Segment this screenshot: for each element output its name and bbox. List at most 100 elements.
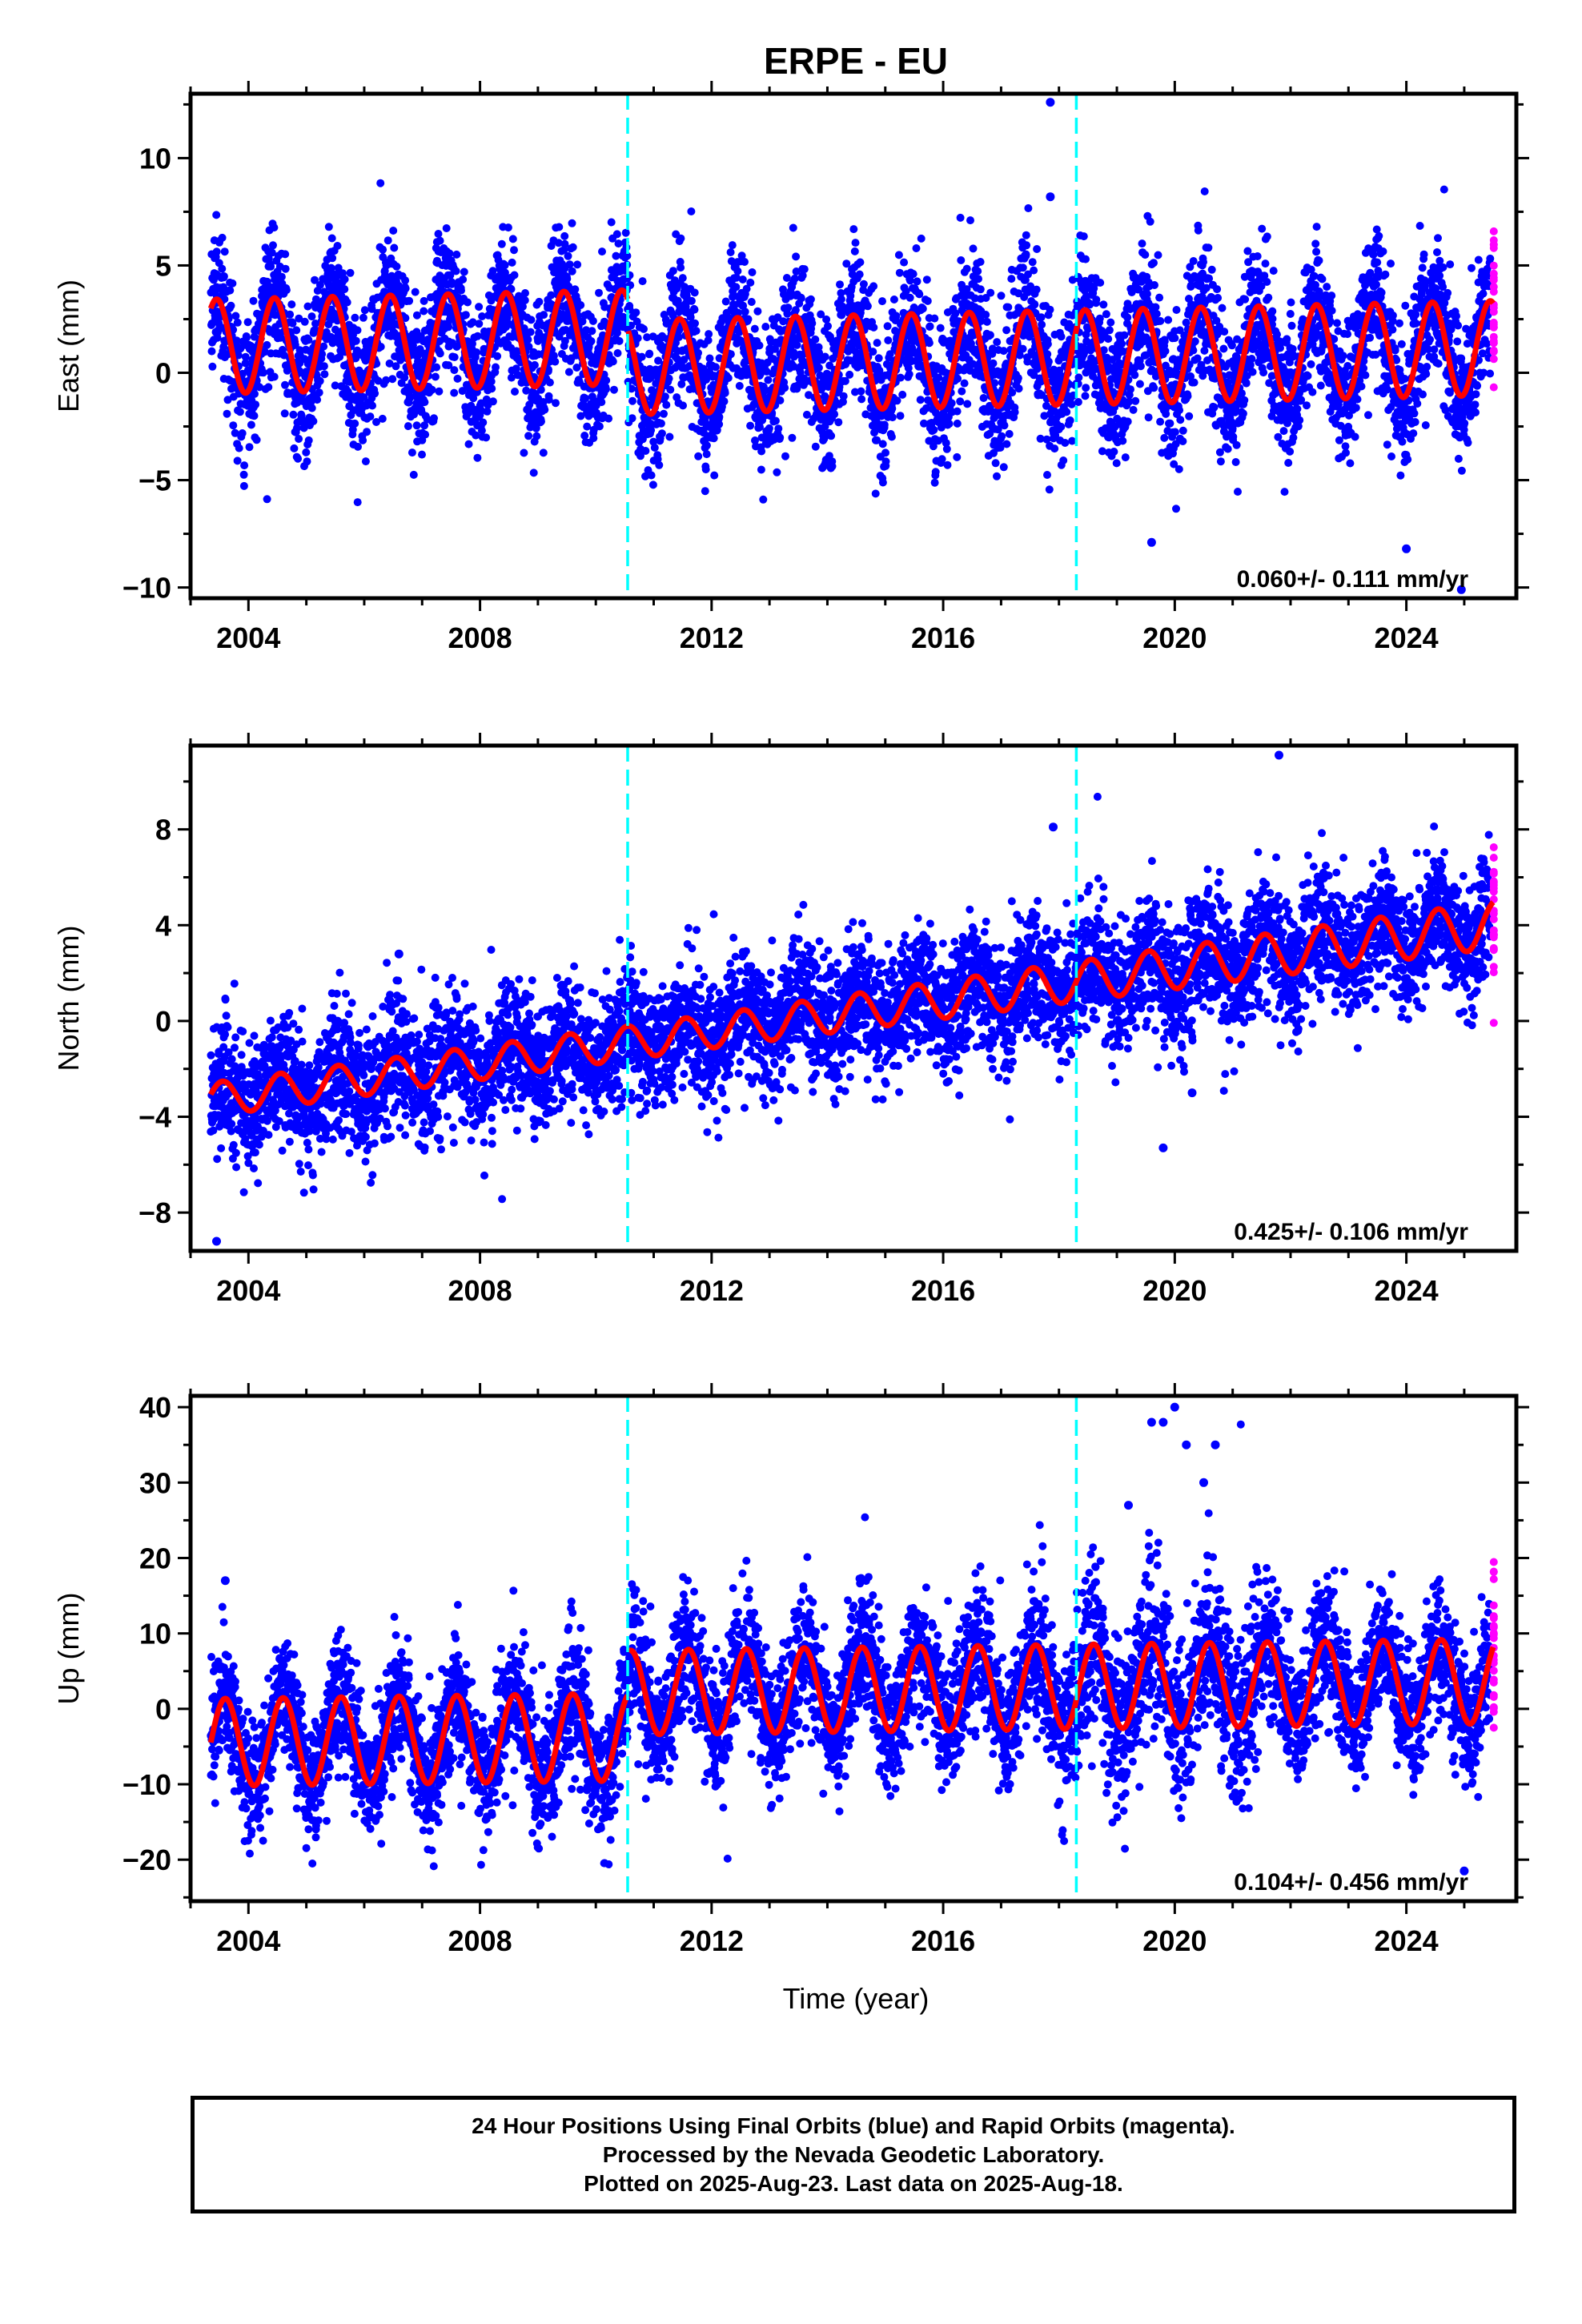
data-point: [726, 248, 735, 256]
data-point: [1263, 232, 1271, 241]
data-point: [359, 436, 367, 444]
data-point: [991, 459, 1000, 468]
data-point: [1022, 250, 1030, 259]
data-point: [1121, 453, 1130, 462]
data-point: [1126, 385, 1134, 394]
data-point: [916, 396, 925, 404]
data-point: [694, 348, 702, 357]
data-point: [857, 387, 865, 396]
data-point: [228, 279, 237, 287]
data-point: [930, 425, 938, 434]
data-point: [1138, 239, 1146, 248]
data-point: [607, 218, 616, 227]
data-point: [483, 407, 492, 416]
data-point: [354, 442, 362, 451]
data-point: [383, 236, 392, 245]
data-point: [936, 324, 945, 332]
data-point: [638, 277, 647, 286]
data-point: [974, 267, 982, 275]
data-point: [1044, 357, 1053, 366]
data-point: [277, 272, 286, 281]
data-point: [878, 297, 886, 306]
data-point: [1150, 281, 1158, 289]
data-point: [448, 279, 456, 288]
data-point: [404, 422, 412, 431]
data-point: [690, 288, 699, 297]
data-point: [1269, 267, 1278, 275]
data-point: [880, 420, 889, 429]
data-point: [1037, 313, 1046, 322]
data-point: [883, 322, 892, 331]
data-point: [1166, 419, 1174, 428]
data-point: [477, 426, 486, 435]
data-point: [976, 285, 985, 294]
data-point: [1280, 488, 1289, 497]
data-point: [300, 317, 309, 326]
data-point: [420, 421, 429, 430]
data-point: [554, 239, 563, 247]
data-point: [738, 275, 747, 283]
data-point: [1066, 416, 1074, 424]
data-point: [721, 297, 730, 306]
data-point: [1190, 378, 1199, 387]
data-point: [488, 397, 497, 406]
data-point: [1189, 257, 1198, 265]
data-point: [331, 381, 339, 390]
data-point: [346, 268, 355, 277]
data-point: [540, 405, 549, 414]
data-point: [888, 404, 897, 413]
data-point: [761, 323, 770, 331]
data-point: [588, 327, 596, 336]
data-point: [1144, 413, 1153, 422]
data-point: [400, 373, 409, 382]
data-point: [640, 324, 648, 333]
data-point: [328, 254, 337, 263]
data-point: [930, 478, 939, 487]
data-point: [993, 472, 1001, 480]
data-point: [281, 380, 289, 389]
data-point: [1061, 439, 1070, 447]
data-point: [366, 412, 375, 421]
data-point: [998, 432, 1006, 440]
data-point: [223, 409, 231, 418]
data-point: [892, 312, 901, 320]
data-point: [521, 289, 529, 297]
data-point: [1045, 485, 1054, 494]
data-point: [1268, 315, 1277, 323]
data-point: [878, 440, 887, 448]
data-point: [836, 280, 844, 289]
data-point: [445, 249, 454, 258]
data-point: [564, 368, 573, 376]
data-point: [647, 471, 656, 480]
data-point: [800, 265, 809, 274]
data-point: [1000, 421, 1009, 430]
data-point: [1099, 300, 1108, 309]
data-point: [572, 364, 581, 372]
data-point: [359, 313, 367, 322]
data-point: [724, 374, 733, 382]
data-point: [615, 336, 624, 345]
data-point: [597, 398, 606, 407]
data-point: [367, 304, 376, 313]
data-point: [319, 362, 328, 371]
data-point: [536, 385, 545, 394]
data-point: [473, 453, 482, 462]
data-point: [887, 432, 896, 441]
data-point: [353, 498, 362, 507]
data-point: [1259, 368, 1268, 377]
data-point: [999, 463, 1008, 472]
data-point: [267, 262, 275, 271]
data-point: [232, 336, 241, 345]
data-point: [581, 394, 590, 403]
data-point: [311, 275, 319, 284]
data-point: [351, 313, 359, 322]
data-point: [898, 390, 907, 399]
data-point: [966, 216, 974, 225]
data-point: [1068, 436, 1077, 445]
data-point: [595, 422, 604, 431]
data-point: [218, 264, 227, 273]
data-point: [1164, 316, 1173, 324]
data-point: [1118, 340, 1126, 348]
data-point: [856, 258, 865, 267]
data-point: [453, 374, 462, 383]
